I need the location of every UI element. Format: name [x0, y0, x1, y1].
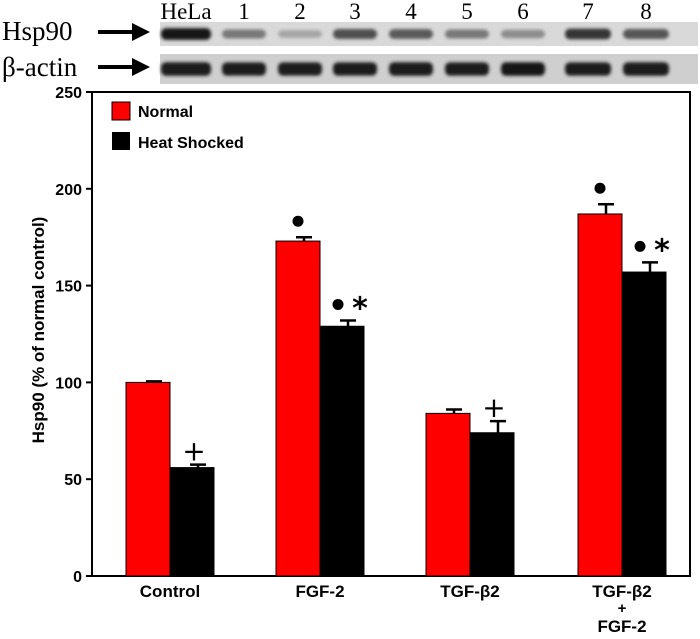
- y-tick-label: 0: [73, 569, 82, 586]
- hsp90-band: [389, 29, 433, 39]
- bar-heat-shocked: [319, 325, 365, 577]
- significance-plus: +: [182, 435, 205, 468]
- x-category-label: TGF-β2: [440, 582, 499, 601]
- legend-label-heat-shocked: Heat Shocked: [138, 135, 244, 152]
- y-tick-label: 150: [55, 279, 82, 296]
- y-tick-label: 200: [55, 182, 82, 199]
- significance-dot: [292, 215, 304, 227]
- x-category-label: +: [618, 600, 627, 617]
- blot-row-label-hsp90: Hsp90: [2, 16, 73, 46]
- blot-lane-label: 3: [349, 0, 361, 24]
- error-bar: [190, 463, 206, 468]
- actin-band: [623, 62, 669, 76]
- significance-dot: [332, 298, 344, 310]
- x-category-label: FGF-2: [295, 582, 344, 601]
- error-bar: [642, 261, 658, 273]
- y-axis-label: Hsp90 (% of normal control): [29, 217, 48, 444]
- error-bar: [446, 408, 462, 414]
- y-tick-label: 50: [64, 472, 82, 489]
- error-bar: [146, 380, 162, 383]
- legend-label-normal: Normal: [138, 104, 193, 121]
- hsp90-band: [222, 29, 266, 39]
- hsp90-band: [333, 28, 377, 40]
- blot-lane-label: HeLa: [160, 0, 211, 24]
- bar-normal: [275, 240, 321, 577]
- blot-lane-label: 7: [582, 0, 594, 24]
- blot-lane-label: 4: [405, 0, 417, 24]
- actin-band: [501, 62, 545, 76]
- y-tick-label: 250: [55, 85, 82, 102]
- error-bar: [296, 235, 312, 242]
- error-bar: [340, 319, 356, 327]
- bar-heat-shocked: [469, 432, 515, 577]
- y-tick-label: 100: [55, 375, 82, 392]
- hsp90-band: [501, 29, 545, 39]
- x-category-label: FGF-2: [597, 617, 646, 636]
- hsp90-band: [278, 30, 322, 38]
- actin-band: [445, 62, 489, 76]
- bar-heat-shocked: [169, 467, 215, 577]
- significance-plus: +: [482, 391, 505, 424]
- hsp90-band: [623, 29, 669, 39]
- actin-band: [161, 62, 211, 76]
- arrow-icon: [98, 58, 150, 76]
- error-bar: [598, 203, 614, 214]
- blot-lane-label: 5: [461, 0, 473, 24]
- error-bar: [490, 419, 506, 433]
- blot-lane-label: 1: [238, 0, 250, 24]
- actin-band: [222, 62, 266, 76]
- actin-band: [278, 62, 322, 76]
- legend-swatch-heat-shocked: [112, 132, 130, 150]
- significance-dot: [594, 182, 606, 194]
- hsp90-band: [445, 29, 489, 39]
- blot-lane-label: 8: [640, 0, 652, 24]
- x-category-label: TGF-β2: [592, 582, 651, 601]
- significance-star: *: [654, 233, 670, 268]
- hsp90-band: [161, 28, 211, 40]
- western-blot-panel: Hsp90 β-actin HeLa 1 2 3 4 5 6 7 8: [2, 0, 698, 84]
- bar-normal: [577, 213, 623, 577]
- significance-star: *: [352, 291, 368, 326]
- blot-row-label-actin: β-actin: [2, 52, 78, 82]
- bar-normal: [125, 381, 171, 577]
- blot-lane-label: 6: [517, 0, 529, 24]
- actin-band: [389, 62, 433, 76]
- actin-band: [333, 62, 377, 76]
- legend: Normal Heat Shocked: [111, 101, 244, 152]
- actin-band: [565, 62, 611, 76]
- plot-frame: [91, 91, 691, 577]
- blot-lane-label: 2: [294, 0, 306, 24]
- arrow-icon: [98, 23, 150, 41]
- x-category-label: Control: [140, 582, 200, 601]
- bar-heat-shocked: [621, 271, 667, 577]
- hsp90-band: [565, 28, 611, 40]
- bar-normal: [425, 412, 471, 577]
- legend-swatch-normal: [111, 101, 131, 121]
- significance-dot: [634, 240, 646, 252]
